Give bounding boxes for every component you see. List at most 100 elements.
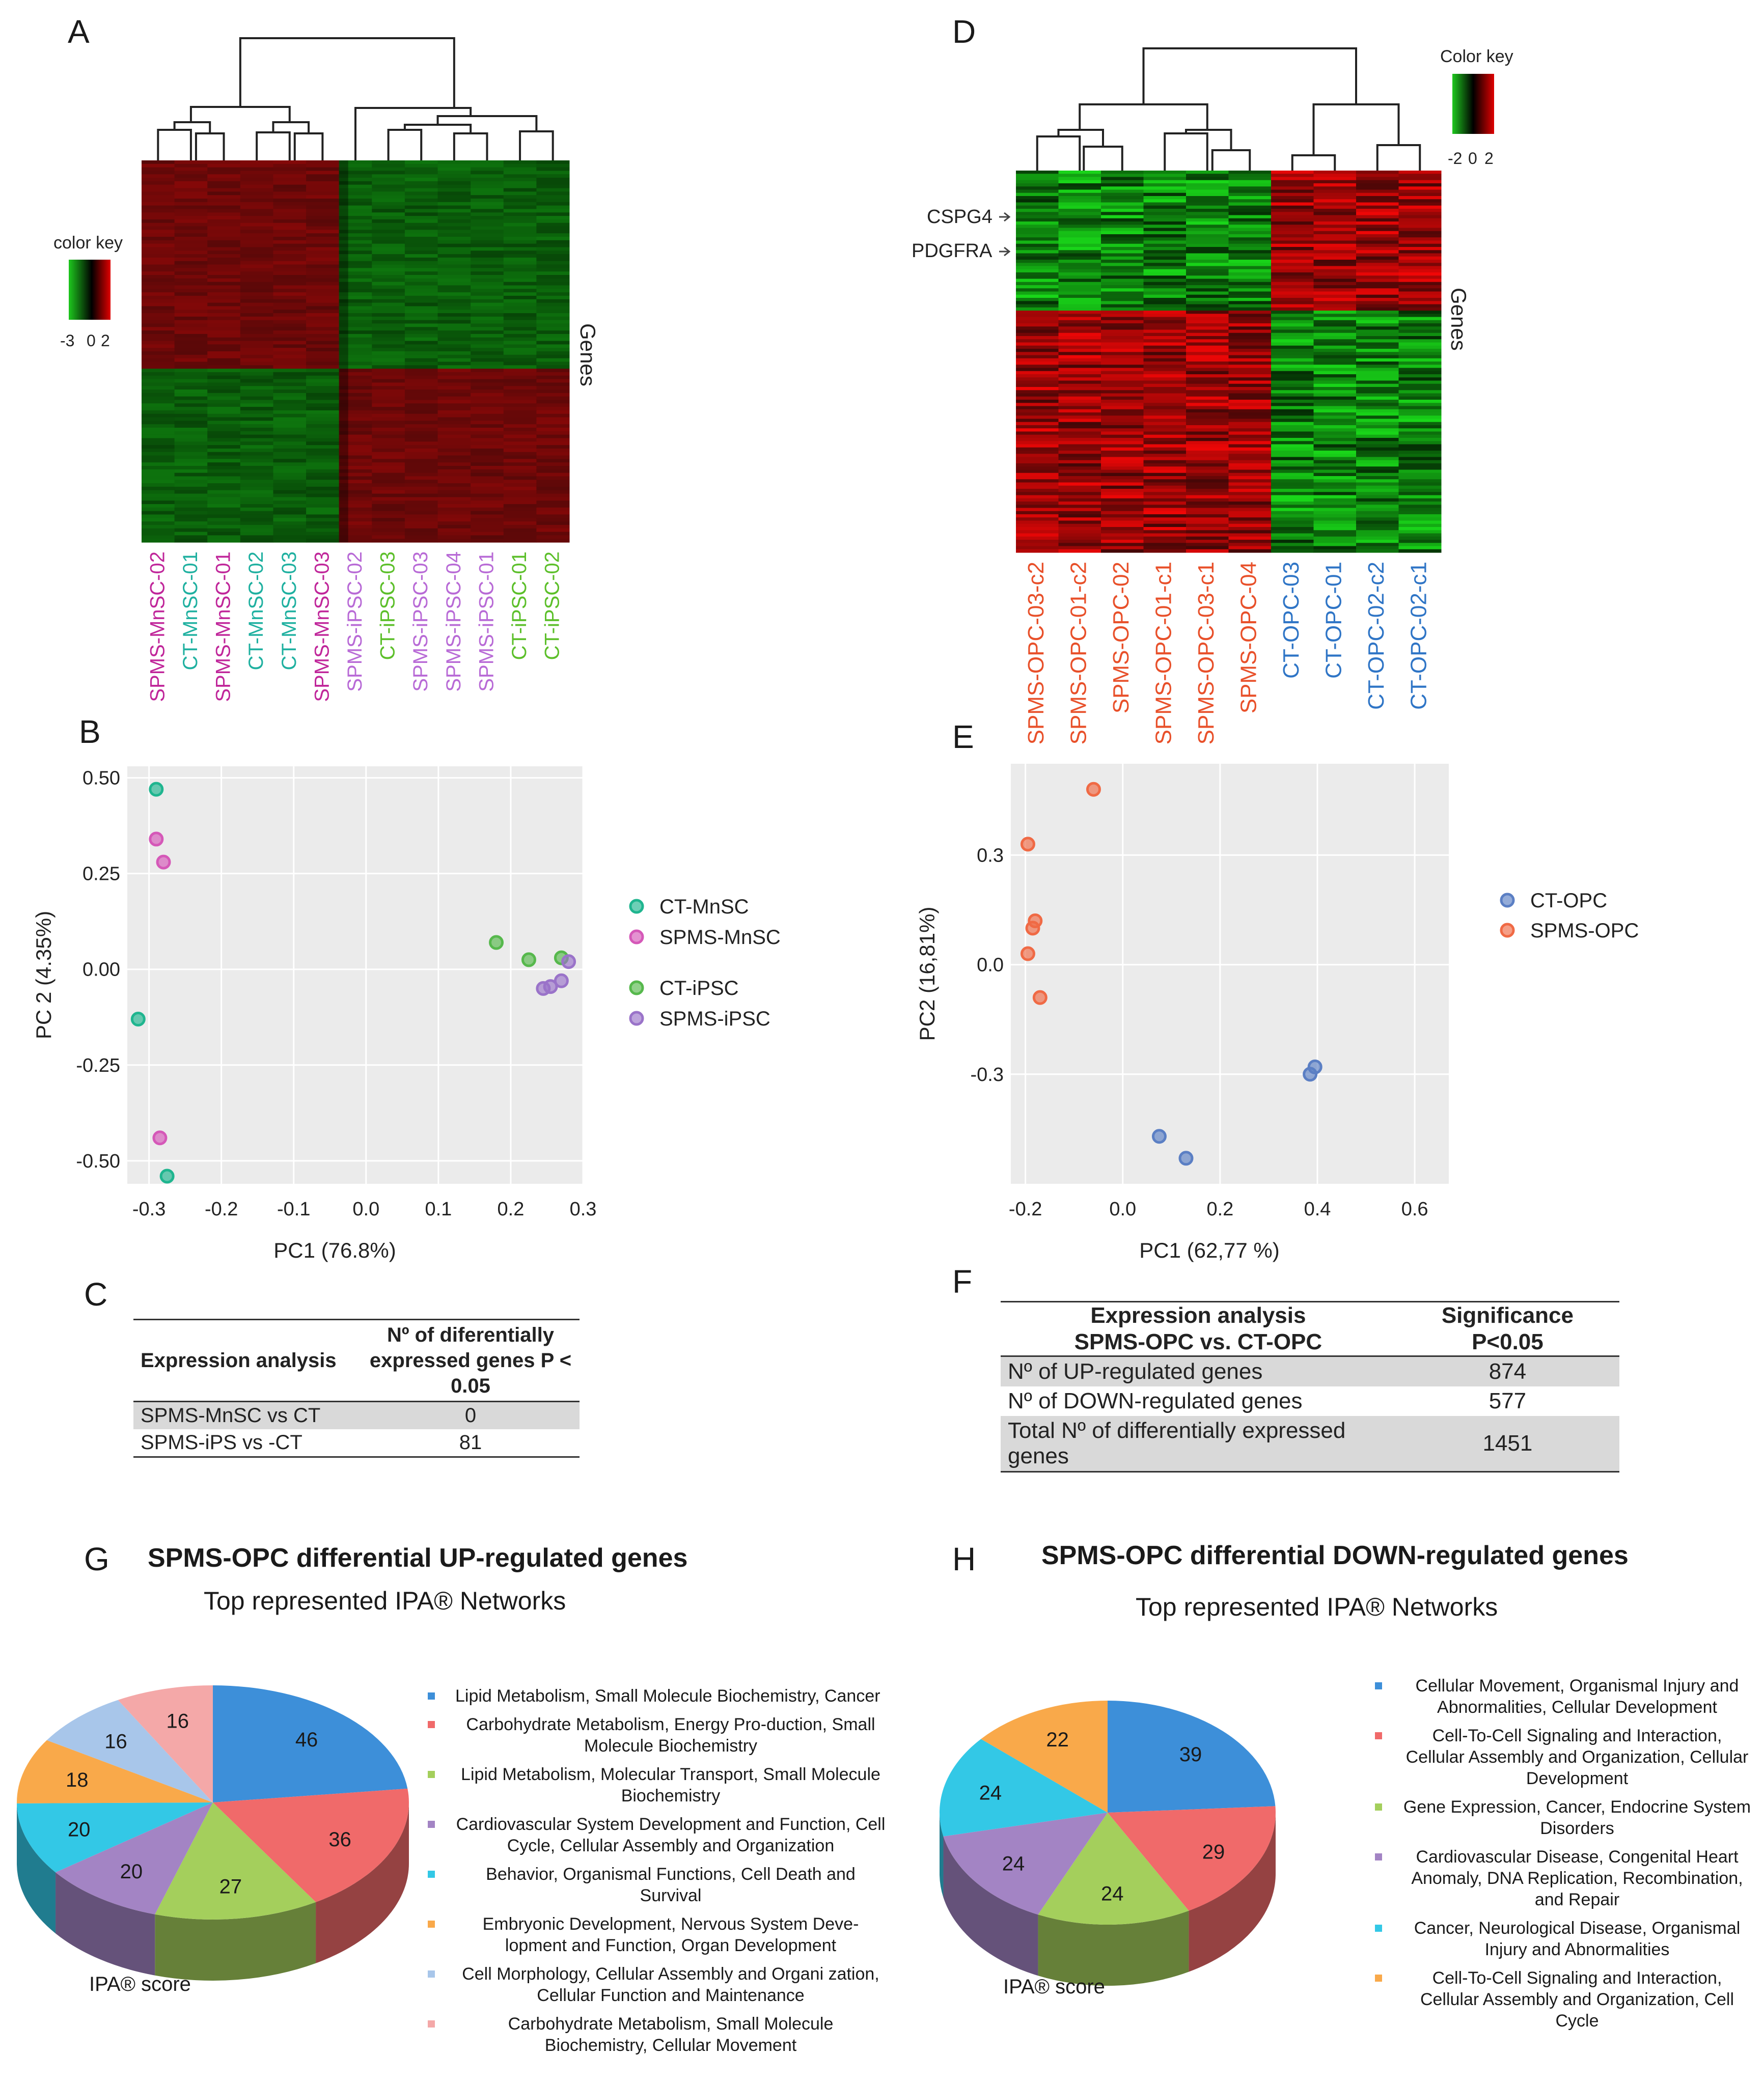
scatter-e-x-tick: 0.4 [1304, 1199, 1331, 1220]
pie-g-legend-item: Carbohydrate Metabolism, Small Molecule … [428, 2013, 886, 2056]
pie-g-legend-item: Cardiovascular System Development and Fu… [428, 1814, 886, 1856]
scatter-b-legend-marker [629, 1011, 644, 1026]
pie-h-side-wall [940, 1813, 944, 1898]
scatter-e-x-tick: -0.2 [1009, 1199, 1042, 1220]
pie-h-legend-label: Cancer, Neurological Disease, Organismal… [1414, 1919, 1741, 1959]
pie-h-legend-swatch [1375, 1682, 1382, 1689]
pie-h-legend-label: Cell-To-Cell Signaling and Interaction, … [1405, 1726, 1749, 1788]
heatmap-a-column-label: SPMS-iPSC-03 [409, 551, 432, 692]
pie-h-legend-label: Gene Expression, Cancer, Endocrine Syste… [1403, 1797, 1751, 1838]
scatter-b-x-tick: 0.0 [352, 1199, 379, 1220]
table-c-header-1: Expression analysis [141, 1349, 337, 1372]
pie-h-slice-label: 24 [1002, 1852, 1025, 1875]
pie-g-slice-label: 46 [295, 1729, 318, 1751]
heatmap-d-column-label: SPMS-OPC-04 [1236, 562, 1261, 713]
scatter-b-legend-label: SPMS-iPSC [659, 1008, 770, 1030]
heatmap-d-column-label: SPMS-OPC-03-c2 [1024, 562, 1049, 744]
pie-g-sides [17, 1802, 409, 1981]
heatmap-a-dendrogram [157, 37, 554, 160]
pie-h-slice-label: 22 [1046, 1729, 1069, 1751]
heatmap-a-column-label: SPMS-MnSC-02 [146, 551, 169, 702]
pie-g-slice-label: 20 [120, 1860, 143, 1883]
heatmap-d-axis-label: Genes [1447, 288, 1471, 351]
pie-g-slice-label: 16 [104, 1731, 127, 1753]
scatter-e-y-tick: 0.0 [977, 955, 1004, 976]
pie-g-side-wall [56, 1872, 155, 1976]
heatmap-a-column-label: CT-iPSC-02 [541, 551, 564, 660]
table-f: Expression analysis SPMS-OPC vs. CT-OPC … [1001, 1301, 1619, 1473]
table-c-header-2: Nº of diferentially expressed genes P < … [369, 1324, 572, 1397]
pie-g-legend-label: Carbohydrate Metabolism, Energy Pro-duct… [466, 1715, 875, 1756]
scatter-b-y-tick: 0.50 [82, 768, 120, 789]
scatter-b-point [156, 854, 171, 870]
table-f-header-2: Significance P<0.05 [1441, 1303, 1574, 1354]
scatter-b-x-label: PC1 (76.8%) [273, 1238, 396, 1262]
pie-h-slice [1108, 1701, 1276, 1813]
pie-g-legend-item: Lipid Metabolism, Small Molecule Biochem… [428, 1685, 886, 1707]
pie-g-legend-item: Embryonic Development, Nervous System De… [428, 1913, 886, 1956]
pie-h-legend-item: Cellular Movement, Organismal Injury and… [1375, 1675, 1752, 1718]
scatter-b-point [554, 973, 569, 988]
scatter-e-y-label: PC2 (16,81%) [915, 907, 939, 1041]
scatter-b-y-label: PC 2 (4.35%) [32, 911, 56, 1039]
pie-g-slice [118, 1685, 213, 1802]
gene-label-cspg4: CSPG4 [927, 206, 993, 228]
scatter-b-point [561, 954, 576, 969]
pie-g-slice [46, 1700, 213, 1802]
scatter-e-x-tick: 0.6 [1401, 1199, 1428, 1220]
pie-g-caption: IPA® score [89, 1973, 191, 1995]
table-f-row-value: 577 [1489, 1388, 1527, 1413]
scatter-b-y-tick: -0.50 [76, 1151, 120, 1172]
heatmap-a-column-label: CT-MnSC-02 [245, 551, 267, 670]
heatmap-a-column-label: SPMS-MnSC-03 [311, 551, 333, 702]
pie-h-side-wall [1189, 1813, 1276, 1972]
table-f-row-value: 1451 [1482, 1431, 1533, 1456]
pie-g-slice [213, 1788, 409, 1902]
table-c-row-value: 0 [464, 1404, 477, 1427]
panel-label-b: B [79, 713, 101, 750]
pie-g-legend-swatch [428, 1692, 435, 1700]
table-c-row-label: SPMS-MnSC vs CT [141, 1404, 321, 1427]
panel-label-f: F [952, 1263, 973, 1300]
scatter-e-point [1307, 1059, 1322, 1074]
scatter-e-x-tick: 0.2 [1206, 1199, 1233, 1220]
scatter-b-x-tick: 0.2 [498, 1199, 525, 1220]
pie-g-side-wall [316, 1802, 409, 1963]
table-c-row-value: 81 [459, 1431, 482, 1454]
gene-label-pdgfra: PDGFRA [912, 240, 993, 262]
scatter-b-point [149, 831, 164, 847]
scatter-b-point [521, 952, 536, 967]
pie-g-legend-item: Lipid Metabolism, Molecular Transport, S… [428, 1764, 886, 1807]
pie-g-legend-swatch [428, 2020, 435, 2028]
pie-h-subtitle: Top represented IPA® Networks [1136, 1593, 1498, 1621]
pie-g-subtitle: Top represented IPA® Networks [204, 1587, 566, 1615]
scatter-b-y-tick: 0.00 [82, 959, 120, 981]
heatmap-a-separator [339, 160, 348, 542]
pie-g-legend-item: Cell Morphology, Cellular Assembly and O… [428, 1963, 886, 2006]
pie-h-legend: Cellular Movement, Organismal Injury and… [1375, 1675, 1752, 2039]
pie-h-legend-item: Cancer, Neurological Disease, Organismal… [1375, 1918, 1752, 1960]
pie-g-slice-label: 27 [219, 1875, 242, 1898]
scatter-b-legend-label: SPMS-MnSC [659, 926, 781, 949]
heatmap-d-column-label: SPMS-OPC-01-c1 [1151, 562, 1176, 744]
pie-g-legend-swatch [428, 1970, 435, 1978]
scatter-b-plot-area [127, 766, 583, 1184]
scatter-e-legend-label: SPMS-OPC [1530, 920, 1639, 942]
pie-h-slice [940, 1739, 1108, 1837]
pie-g-legend-label: Lipid Metabolism, Small Molecule Biochem… [455, 1686, 880, 1706]
table-c: Expression analysis Nº of diferentially … [133, 1319, 580, 1458]
heatmap-d-column-label: SPMS-OPC-03-c1 [1194, 562, 1219, 744]
scatter-e-plot-area [1011, 764, 1449, 1184]
pie-g-legend-swatch [428, 1771, 435, 1778]
pie-g-slice [213, 1685, 408, 1802]
color-key-a-tick: 2 [101, 331, 110, 350]
pie-g-legend-label: Cell Morphology, Cellular Assembly and O… [462, 1964, 879, 2005]
pie-g-legend-swatch [428, 1821, 435, 1828]
panel-label-h: H [952, 1541, 976, 1577]
scatter-b-point [149, 782, 164, 797]
heatmap-a-column-label: SPMS-iPSC-02 [344, 551, 366, 692]
pie-g-side-wall [155, 1902, 316, 1981]
heatmap-a-column-label: CT-iPSC-03 [377, 551, 399, 660]
pie-h-slice-label: 24 [1101, 1882, 1124, 1905]
color-key-d-bar [1452, 74, 1494, 134]
